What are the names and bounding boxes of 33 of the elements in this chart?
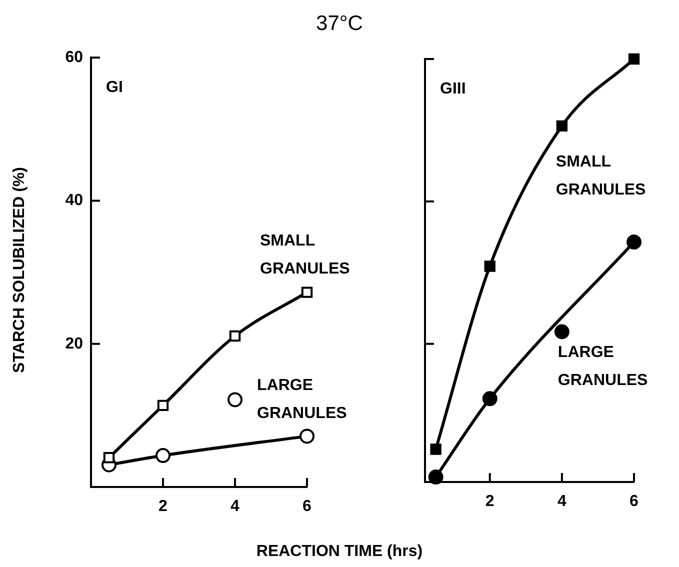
point: [229, 330, 241, 342]
annotation: GI: [106, 79, 123, 96]
point: [228, 392, 242, 408]
point: [556, 120, 568, 132]
series-label: SMALL GRANULES: [556, 153, 646, 198]
x-tick-label: 4: [557, 493, 566, 510]
point: [300, 428, 314, 444]
point: [301, 286, 313, 298]
point: [554, 324, 570, 340]
point: [626, 234, 642, 250]
x-tick-label: 6: [302, 498, 312, 516]
chart-title: 37°C: [315, 12, 364, 36]
x-axis-title: REACTION TIME (hrs): [255, 543, 424, 561]
point: [157, 400, 169, 412]
point: [430, 444, 442, 455]
annotation: GIII: [440, 80, 466, 98]
y-tick-label: 60: [65, 49, 84, 66]
point: [428, 470, 444, 485]
y-tick-label: 20: [65, 335, 84, 352]
series-label: LARGE GRANULES: [558, 344, 648, 390]
point: [156, 448, 170, 464]
point: [628, 53, 640, 65]
x-tick-label: 2: [485, 493, 494, 510]
point: [482, 391, 498, 406]
text: SMALL GRANULES: [260, 232, 350, 278]
point: [103, 452, 115, 464]
y-tick-label: 40: [65, 192, 84, 210]
point: [484, 260, 496, 272]
y-axis-title: STARCH SOLUBILIZED (%): [11, 167, 29, 373]
series-label: LARGE GRANULES: [257, 377, 348, 422]
x-tick-label: 6: [630, 493, 639, 510]
x-tick-label: 4: [230, 498, 240, 516]
x-tick-label: 2: [158, 498, 168, 516]
